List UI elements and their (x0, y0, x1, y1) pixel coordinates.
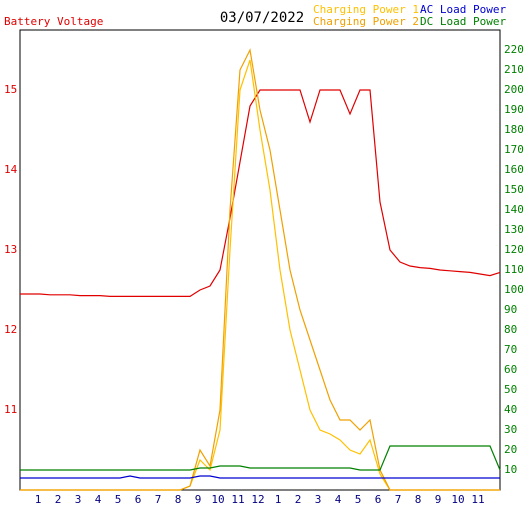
series-line (20, 89, 501, 297)
legend-entry: Charging Power 2 (313, 15, 419, 28)
y2-tick-label: 120 (504, 243, 524, 256)
x-tick-label: 12 (251, 493, 264, 506)
x-tick-label: 6 (135, 493, 142, 506)
y2-tick-label: 180 (504, 123, 524, 136)
series-line (20, 475, 500, 479)
y2-tick-label: 40 (504, 403, 517, 416)
y2-tick-label: 90 (504, 303, 517, 316)
x-tick-label: 7 (395, 493, 402, 506)
y2-tick-label: 210 (504, 63, 524, 76)
chart-title: 03/07/2022 (220, 10, 304, 26)
y2-tick-label: 150 (504, 183, 524, 196)
y2-tick-label: 30 (504, 423, 517, 436)
y-tick-label: 13 (4, 243, 17, 256)
x-tick-label: 10 (211, 493, 224, 506)
y2-tick-label: 70 (504, 343, 517, 356)
y2-tick-label: 160 (504, 163, 524, 176)
y2-tick-label: 100 (504, 283, 524, 296)
x-tick-label: 9 (195, 493, 202, 506)
y2-tick-label: 10 (504, 463, 517, 476)
legend-entry: DC Load Power (420, 15, 506, 28)
y-tick-label: 14 (4, 163, 18, 176)
x-tick-label: 5 (355, 493, 362, 506)
y2-tick-label: 200 (504, 83, 524, 96)
legend-entry: Battery Voltage (4, 15, 103, 28)
x-tick-label: 1 (275, 493, 282, 506)
series-line (20, 48, 500, 491)
x-tick-label: 8 (415, 493, 422, 506)
x-tick-label: 2 (55, 493, 62, 506)
y-tick-label: 11 (4, 403, 17, 416)
series-line (20, 445, 501, 471)
y2-tick-label: 20 (504, 443, 517, 456)
x-tick-label: 4 (335, 493, 342, 506)
x-tick-label: 1 (35, 493, 42, 506)
y2-tick-label: 170 (504, 143, 524, 156)
y-tick-label: 15 (4, 83, 17, 96)
legend-entry: AC Load Power (420, 3, 506, 16)
y2-tick-label: 190 (504, 103, 524, 116)
y2-tick-label: 60 (504, 363, 517, 376)
y2-tick-label: 80 (504, 323, 517, 336)
x-tick-label: 7 (155, 493, 162, 506)
x-tick-label: 8 (175, 493, 182, 506)
y2-tick-label: 220 (504, 43, 524, 56)
x-tick-label: 5 (115, 493, 122, 506)
y2-tick-label: 140 (504, 203, 524, 216)
x-tick-label: 2 (295, 493, 302, 506)
x-tick-label: 3 (75, 493, 82, 506)
y2-tick-label: 50 (504, 383, 517, 396)
plot-frame (19, 29, 501, 491)
y-tick-label: 12 (4, 323, 17, 336)
x-tick-label: 11 (471, 493, 484, 506)
legend-entry: Charging Power 1 (313, 3, 419, 16)
x-tick-label: 11 (231, 493, 244, 506)
x-tick-label: 4 (95, 493, 102, 506)
y2-tick-label: 110 (504, 263, 524, 276)
x-tick-label: 3 (315, 493, 322, 506)
x-tick-label: 6 (375, 493, 382, 506)
x-tick-label: 9 (435, 493, 442, 506)
x-tick-label: 10 (451, 493, 464, 506)
y2-tick-label: 130 (504, 223, 524, 236)
